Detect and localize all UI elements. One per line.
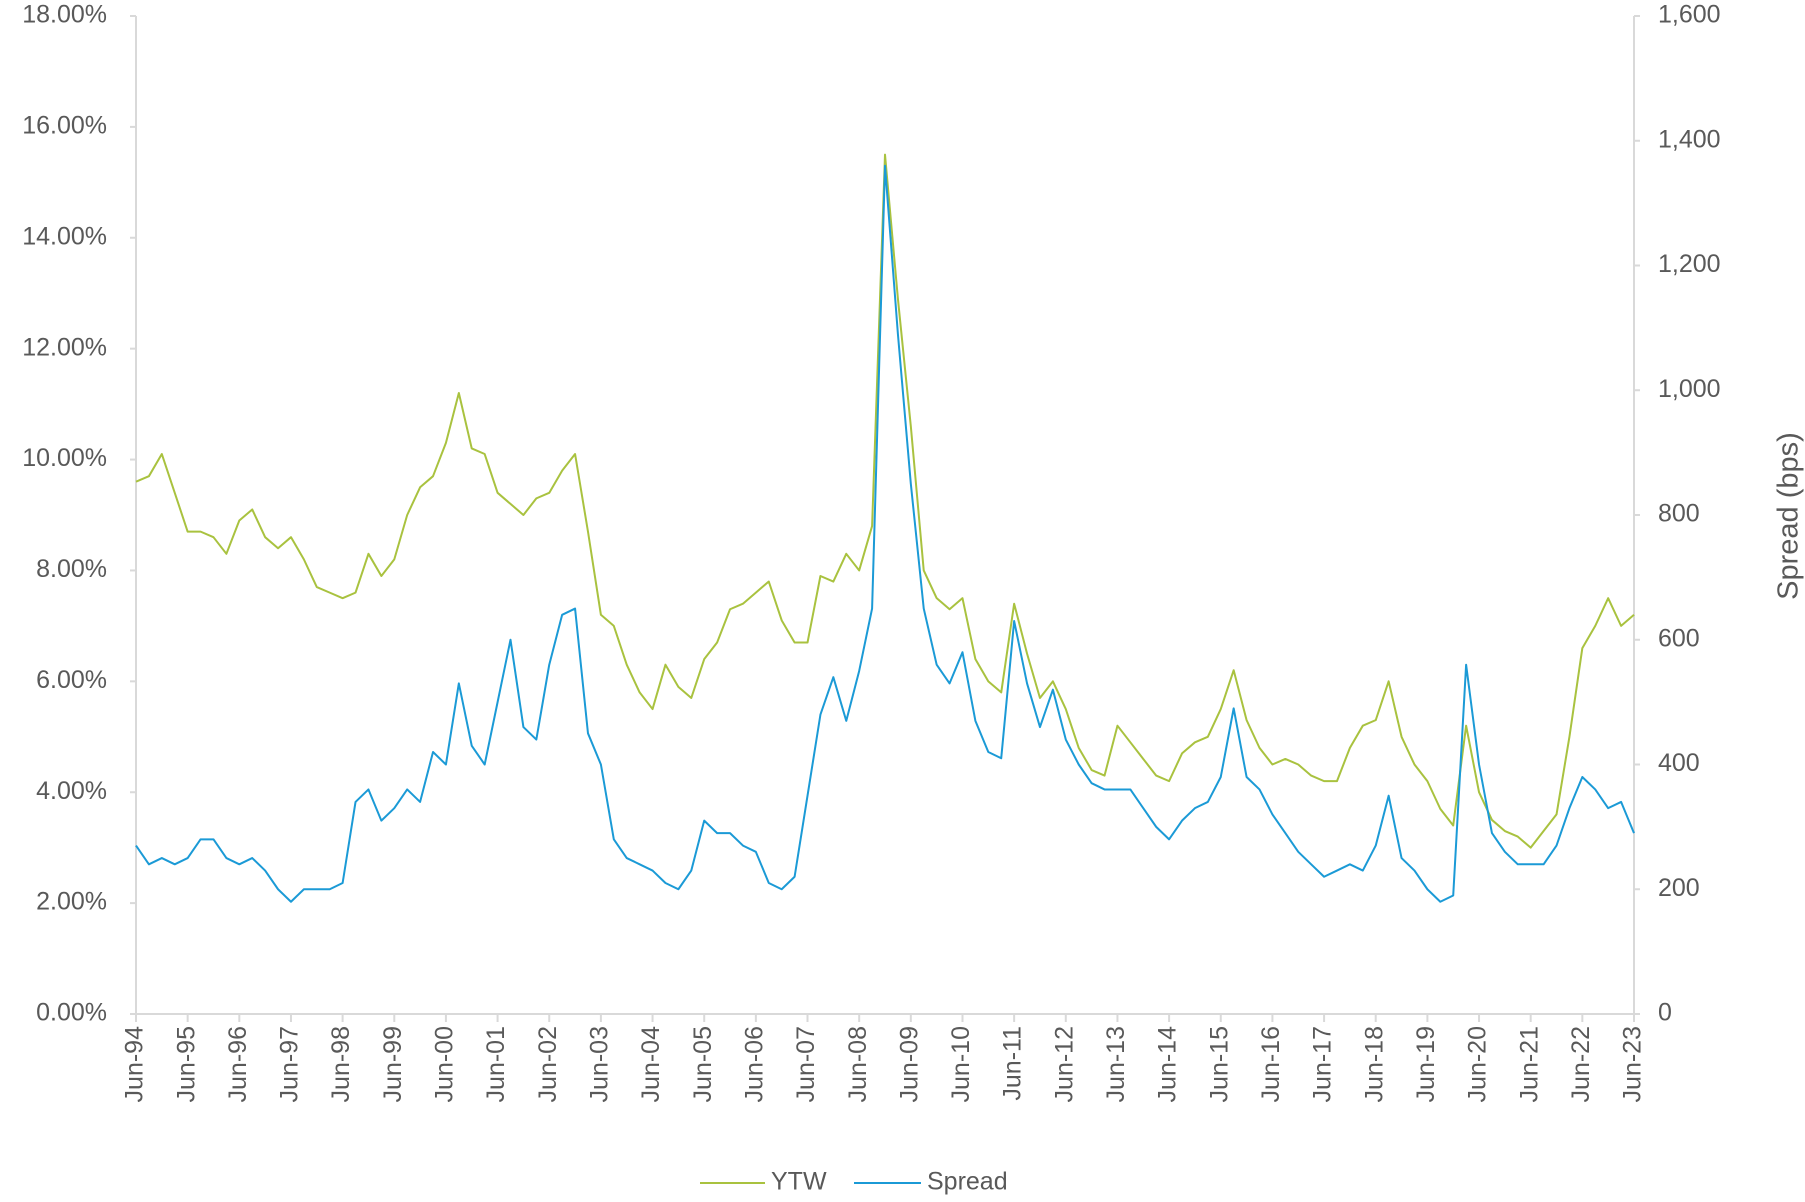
y-tick-label: 12.00% <box>22 333 107 361</box>
y2-tick-label: 1,400 <box>1658 125 1721 153</box>
x-tick-label: Jun-13 <box>1102 1026 1130 1102</box>
x-tick-label: Jun-08 <box>844 1026 872 1102</box>
y-tick-label: 14.00% <box>22 222 107 250</box>
x-tick-label: Jun-23 <box>1619 1026 1647 1102</box>
x-tick-label: Jun-95 <box>172 1026 200 1102</box>
x-tick-label: Jun-00 <box>431 1026 459 1102</box>
y-tick-label: 10.00% <box>22 444 107 472</box>
x-tick-label: Jun-12 <box>1050 1026 1078 1102</box>
x-tick-label: Jun-16 <box>1257 1026 1285 1102</box>
y2-axis-label: Spread (bps) <box>1773 432 1805 600</box>
series-line <box>135 164 1635 903</box>
x-tick-label: Jun-19 <box>1412 1026 1440 1102</box>
legend-label: Spread <box>927 1168 1008 1196</box>
y-tick-label: 8.00% <box>36 555 107 583</box>
x-tick-label: Jun-22 <box>1567 1026 1595 1102</box>
x-tick-label: Jun-09 <box>895 1026 923 1102</box>
x-tick-label: Jun-06 <box>740 1026 768 1102</box>
x-tick-label: Jun-97 <box>276 1026 304 1102</box>
y-tick-label: 2.00% <box>36 888 107 916</box>
x-tick-label: Jun-15 <box>1205 1026 1233 1102</box>
x-tick-label: Jun-96 <box>224 1026 252 1102</box>
y2-tick-label: 1,200 <box>1658 250 1721 278</box>
x-tick-label: Jun-10 <box>947 1026 975 1102</box>
x-tick-label: Jun-11 <box>999 1026 1027 1101</box>
y-tick-label: 4.00% <box>36 777 107 805</box>
x-tick-label: Jun-17 <box>1309 1026 1337 1102</box>
y2-tick-label: 200 <box>1658 874 1700 902</box>
y-tick-label: 6.00% <box>36 666 107 694</box>
x-tick-label: Jun-20 <box>1464 1026 1492 1102</box>
x-tick-label: Jun-98 <box>327 1026 355 1102</box>
x-tick-label: Jun-05 <box>689 1026 717 1102</box>
x-tick-label: Jun-01 <box>482 1026 510 1102</box>
x-tick-label: Jun-14 <box>1154 1026 1182 1103</box>
legend-label: YTW <box>771 1168 827 1196</box>
y2-tick-label: 800 <box>1658 500 1700 528</box>
x-tick-label: Jun-18 <box>1360 1026 1388 1102</box>
series-line <box>135 153 1635 849</box>
y2-tick-label: 400 <box>1658 749 1700 777</box>
y-tick-label: 18.00% <box>22 1 107 29</box>
y-tick-label: 0.00% <box>36 999 107 1027</box>
x-tick-label: Jun-02 <box>534 1026 562 1102</box>
x-tick-label: Jun-07 <box>792 1026 820 1102</box>
x-tick-label: Jun-03 <box>586 1026 614 1102</box>
x-tick-label: Jun-04 <box>637 1026 665 1103</box>
x-tick-label: Jun-21 <box>1515 1026 1543 1102</box>
x-tick-label: Jun-94 <box>121 1026 149 1103</box>
y2-tick-label: 0 <box>1658 999 1672 1027</box>
y2-tick-label: 1,000 <box>1658 375 1721 403</box>
y2-tick-label: 600 <box>1658 624 1700 652</box>
x-tick-label: Jun-99 <box>379 1026 407 1102</box>
y-tick-label: 16.00% <box>22 111 107 139</box>
y2-tick-label: 1,600 <box>1658 1 1721 29</box>
